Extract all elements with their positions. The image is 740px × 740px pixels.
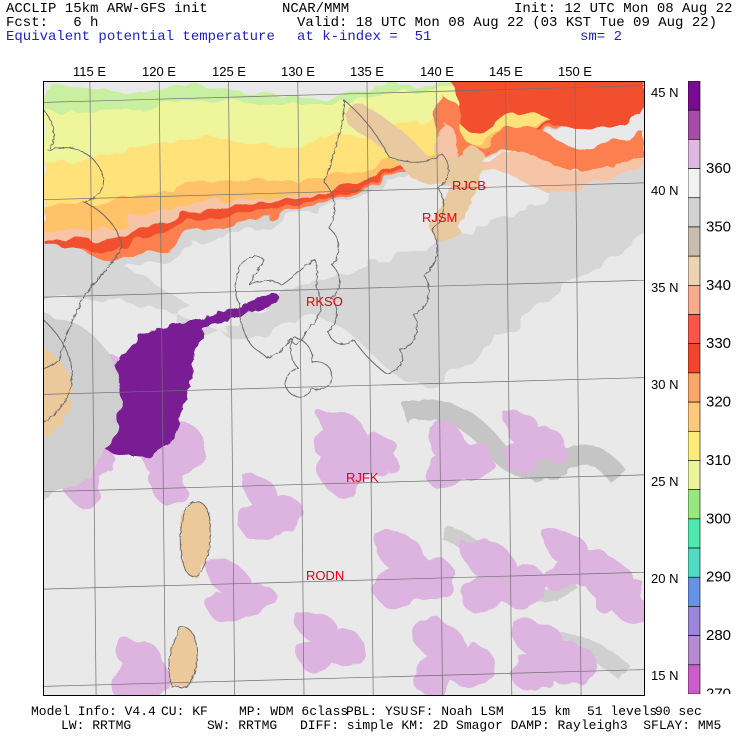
svg-text:330: 330 — [706, 335, 731, 352]
svg-text:340: 340 — [706, 277, 731, 294]
svg-text:300: 300 — [706, 510, 731, 527]
svg-text:360: 360 — [706, 160, 731, 177]
svg-text:RODN: RODN — [306, 568, 344, 583]
svg-text:270: 270 — [706, 686, 731, 695]
svg-text:280: 280 — [706, 627, 731, 644]
svg-text:350: 350 — [706, 219, 731, 236]
svg-text:RJSM: RJSM — [422, 210, 457, 225]
svg-text:RJCB: RJCB — [452, 178, 486, 193]
svg-text:290: 290 — [706, 569, 731, 586]
svg-text:RKSO: RKSO — [306, 294, 343, 309]
svg-text:RJFK: RJFK — [346, 470, 379, 485]
svg-text:310: 310 — [706, 452, 731, 469]
svg-text:320: 320 — [706, 394, 731, 411]
